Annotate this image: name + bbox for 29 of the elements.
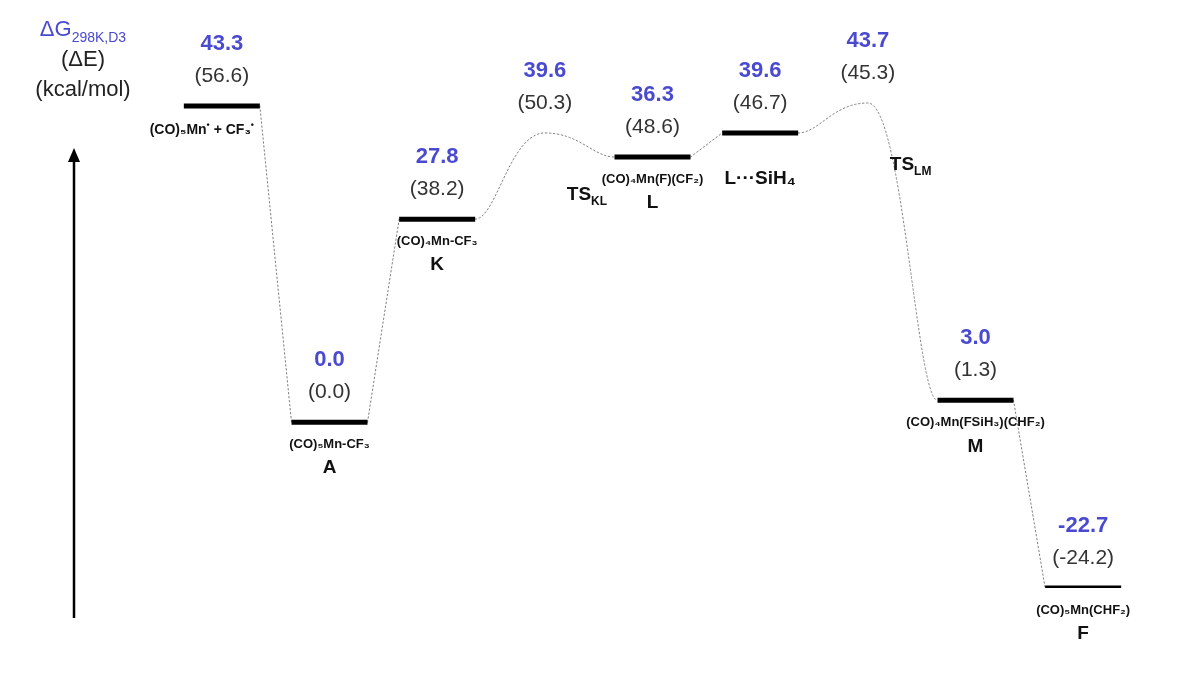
text: (CO)₄Mn(FSiH₃)(CHF₂) (906, 413, 1045, 429)
data-label: 39.6 (738, 57, 782, 83)
text: (CO)₅Mn(CHF₂) (1036, 601, 1131, 617)
text: (38.2) (409, 175, 465, 199)
category-label: A (322, 456, 337, 478)
category-label: F (1077, 622, 1089, 644)
data-label: 43.3 (200, 29, 244, 55)
text: (45.3) (840, 59, 896, 83)
category-label: L (646, 191, 659, 213)
category-label: (CO)₅Mn• + CF₃• (149, 119, 255, 137)
data-label: 3.0 (960, 324, 991, 350)
text: (CO)₄Mn-CF₃ (396, 232, 478, 248)
text: (48.6) (625, 113, 680, 137)
category-label: M (967, 434, 984, 456)
text: (56.6) (194, 62, 250, 86)
data-label: 0.0 (314, 346, 345, 372)
data-label: 36.3 (631, 81, 674, 107)
text: (-24.2) (1052, 544, 1115, 568)
data-label: 39.6 (523, 57, 567, 83)
text: (CO)₅Mn-CF₃ (289, 435, 370, 451)
text: (50.3) (517, 89, 573, 113)
data-label: 43.7 (846, 27, 890, 53)
data-label: 27.8 (415, 143, 459, 169)
category-label: L···SiH₄ (724, 167, 796, 189)
data-label: -22.7 (1058, 512, 1109, 538)
text: (46.7) (732, 89, 788, 113)
text: (1.3) (953, 357, 998, 381)
text: (0.0) (307, 378, 352, 402)
category-label: K (430, 253, 445, 275)
